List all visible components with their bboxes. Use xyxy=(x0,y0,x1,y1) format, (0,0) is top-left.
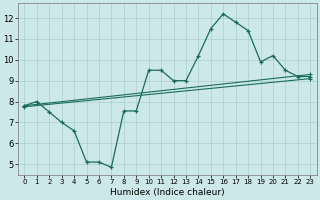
X-axis label: Humidex (Indice chaleur): Humidex (Indice chaleur) xyxy=(110,188,225,197)
